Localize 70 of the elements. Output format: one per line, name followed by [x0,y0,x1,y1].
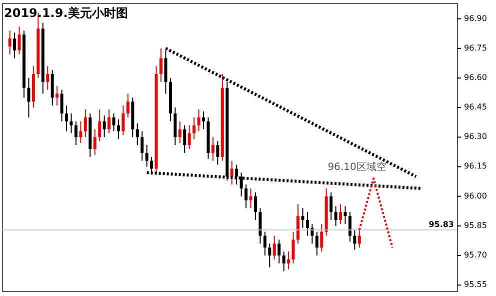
candlestick [98,109,102,142]
candlestick [178,120,182,144]
candlestick [136,122,139,146]
y-tick-label: 96.45 [464,102,487,112]
candlestick [216,140,220,166]
candlestick [13,32,16,59]
candlestick [188,124,191,150]
candlestick [230,160,234,185]
candlestick [65,105,68,132]
annotation: 96.10区域空 [328,161,386,173]
y-tick-label: 96.90 [464,14,487,23]
candlestick [263,231,266,256]
candlestick [258,208,262,244]
candlestick [145,144,148,168]
chart-title: 2019.1.9.美元小时图 [4,6,128,20]
y-tick-label: 95.85 [464,220,487,230]
candlestick [320,223,324,252]
candlestick [249,188,252,209]
candlestick [282,251,286,272]
candlestick [56,85,59,106]
candlestick [18,26,21,55]
y-tick-label: 96.00 [464,191,487,200]
candlestick [8,30,12,55]
candlestick [278,239,281,264]
candlestick [339,204,342,224]
candlestick [254,192,257,220]
candlestick [102,114,106,138]
y-tick-label: 96.60 [464,72,487,82]
candlestick [140,130,144,162]
candlestick [183,124,186,154]
candlestick [296,204,300,244]
candlestick [50,70,54,106]
candlestick [301,208,304,228]
candlestick [108,109,111,134]
candlestick [202,110,206,130]
y-tick-label: 95.70 [464,250,487,260]
candlestick [244,184,248,209]
candlestick [268,243,272,268]
candlestick [211,136,214,162]
candlestick [122,105,125,136]
candlestick [330,192,333,220]
candlestick [112,112,116,132]
candlestick [70,112,73,134]
candlestick [292,231,295,264]
candlestick [192,116,196,140]
candlestick [46,66,50,90]
candlestick [74,120,78,146]
candlestick [160,48,162,82]
candlestick [344,206,347,224]
candlestick [93,128,96,156]
candlestick [60,89,64,122]
y-tick-label: 96.15 [464,162,487,171]
candlestick [334,206,338,226]
candlestick [174,107,177,146]
y-tick-label: 95.55 [464,280,487,290]
candlestick [272,235,276,260]
ref-line-label: 95.83 [428,220,454,229]
candlestick [315,231,318,256]
candlestick [79,120,82,144]
candlestick [116,118,120,140]
candlestick [27,77,30,118]
candlestick [353,229,356,250]
candlestick [287,251,290,270]
candlestick [306,212,309,236]
candlestick [126,93,130,118]
candlestick [348,212,352,242]
candlestick [197,109,200,132]
y-tick-label: 96.30 [464,132,487,142]
y-tick-label: 96.75 [464,43,487,52]
candlestick [84,109,87,138]
